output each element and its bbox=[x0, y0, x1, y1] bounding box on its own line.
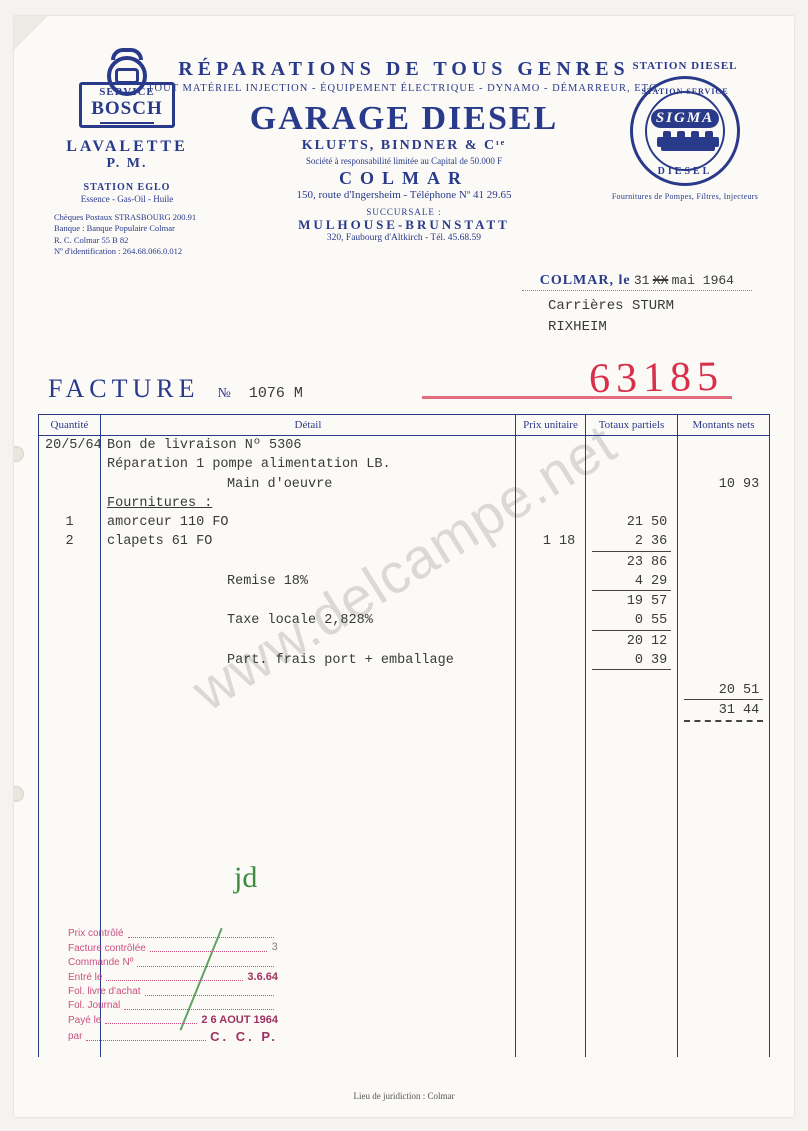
col-partial-total: Totaux partiels bbox=[586, 415, 678, 436]
station-diesel-label: STATION DIESEL bbox=[610, 60, 760, 72]
table-row: Taxe locale 2,828%055 bbox=[39, 611, 770, 631]
bosch-logo: SERVICE BOSCH bbox=[79, 62, 175, 132]
col-detail: Détail bbox=[101, 415, 516, 436]
document-page: www.delcampe.net RÉPARATIONS DE TOUS GEN… bbox=[14, 16, 794, 1117]
stamp-ccp: C. C. P. bbox=[210, 1029, 278, 1044]
invoice-number: 1076 M bbox=[249, 385, 303, 402]
table-row: 2051 bbox=[39, 681, 770, 701]
table-row: 2386 bbox=[39, 553, 770, 572]
stamp-label: Payé le bbox=[68, 1015, 101, 1026]
client-block: Carrières STURM RIXHEIM bbox=[548, 296, 674, 338]
bank-line: Banque : Banque Populaire Colmar bbox=[54, 223, 202, 234]
stamp-label: Facture contrôlée bbox=[68, 943, 146, 954]
table-row: Fournitures : bbox=[39, 494, 770, 513]
footer-note: Lieu de juridiction : Colmar bbox=[354, 1091, 455, 1101]
stamp-label: Fol. Journal bbox=[68, 1000, 120, 1011]
date-underline bbox=[522, 290, 752, 291]
table-row: Part. frais port + emballage039 bbox=[39, 651, 770, 671]
control-stamp: Prix contrôlé Facture contrôlée 3 Command… bbox=[68, 925, 278, 1047]
station-eglo-sub: Essence - Gas-Oil - Huile bbox=[52, 194, 202, 204]
green-initials: jd bbox=[234, 861, 257, 895]
bank-details: Chèques Postaux STRASBOURG 200.91 Banque… bbox=[52, 212, 202, 258]
col-unit-price: Prix unitaire bbox=[516, 415, 586, 436]
left-sidebar-block: SERVICE BOSCH LAVALETTE P. M. STATION EG… bbox=[52, 62, 202, 258]
col-qty: Quantité bbox=[39, 415, 101, 436]
station-eglo-label: STATION EGLO bbox=[52, 182, 202, 193]
table-row: Main d'oeuvre1093 bbox=[39, 475, 770, 494]
sigma-arc-top: STATION SERVICE bbox=[633, 87, 737, 96]
lavalette-label: LAVALETTE bbox=[52, 138, 202, 156]
table-row: 20/5/64Bon de livraison Nº 5306 bbox=[39, 436, 770, 456]
date-day: 31 bbox=[634, 273, 650, 288]
bosch-brand-label: BOSCH bbox=[91, 98, 163, 120]
sigma-brand: SIGMA bbox=[651, 109, 719, 128]
invoice-no-label: № bbox=[218, 386, 231, 402]
client-line: RIXHEIM bbox=[548, 317, 674, 338]
table-row: 2012 bbox=[39, 632, 770, 651]
invoice-label: FACTURE bbox=[48, 374, 200, 404]
stamp-label: Prix contrôlé bbox=[68, 928, 124, 939]
bosch-service-label: SERVICE bbox=[99, 86, 155, 98]
date-struck: XX bbox=[653, 273, 669, 288]
table-row: Réparation 1 pompe alimentation LB. bbox=[39, 455, 770, 474]
stamp-value: 2 6 AOUT 1964 bbox=[201, 1014, 278, 1026]
bank-line: Nº d'identification : 264.68.066.0.012 bbox=[54, 246, 202, 257]
stamp-value: 3.6.64 bbox=[247, 971, 278, 983]
table-row: 1957 bbox=[39, 592, 770, 611]
date-line: COLMAR, le 31 XX mai 1964 bbox=[540, 272, 734, 289]
stamp-label: Fol. livre d'achat bbox=[68, 986, 141, 997]
table-row bbox=[39, 671, 770, 681]
bank-line: Chèques Postaux STRASBOURG 200.91 bbox=[54, 212, 202, 223]
sigma-logo: STATION SERVICE SIGMA DIESEL bbox=[630, 76, 740, 186]
sigma-arc-bottom: DIESEL bbox=[633, 166, 737, 177]
table-row: 1amorceur 110 FO2150 bbox=[39, 513, 770, 532]
red-underline bbox=[422, 396, 732, 399]
table-row: Remise 18%429 bbox=[39, 572, 770, 592]
client-line: Carrières STURM bbox=[548, 296, 674, 317]
right-sidebar-block: STATION DIESEL STATION SERVICE SIGMA DIE… bbox=[610, 60, 760, 201]
bank-line: R. C. Colmar 55 B 82 bbox=[54, 235, 202, 246]
engine-icon bbox=[657, 131, 719, 153]
punch-hole bbox=[14, 446, 24, 462]
date-label: COLMAR, le bbox=[540, 273, 631, 288]
stamp-label: par bbox=[68, 1031, 82, 1042]
table-row: 3144 bbox=[39, 701, 770, 722]
stamp-label: Entré le bbox=[68, 972, 102, 983]
stamp-value: 3 bbox=[271, 942, 278, 954]
stamp-label: Commande Nº bbox=[68, 957, 133, 968]
table-row: 2clapets 61 FO118236 bbox=[39, 532, 770, 552]
col-net-amount: Montants nets bbox=[678, 415, 770, 436]
date-rest: mai 1964 bbox=[672, 273, 734, 288]
sigma-caption: Fournitures de Pompes, Filtres, Injecteu… bbox=[610, 192, 760, 201]
punch-hole bbox=[14, 786, 24, 802]
lavalette-pm-label: P. M. bbox=[52, 156, 202, 172]
invoice-number-row: FACTURE № 1076 M bbox=[48, 374, 303, 404]
